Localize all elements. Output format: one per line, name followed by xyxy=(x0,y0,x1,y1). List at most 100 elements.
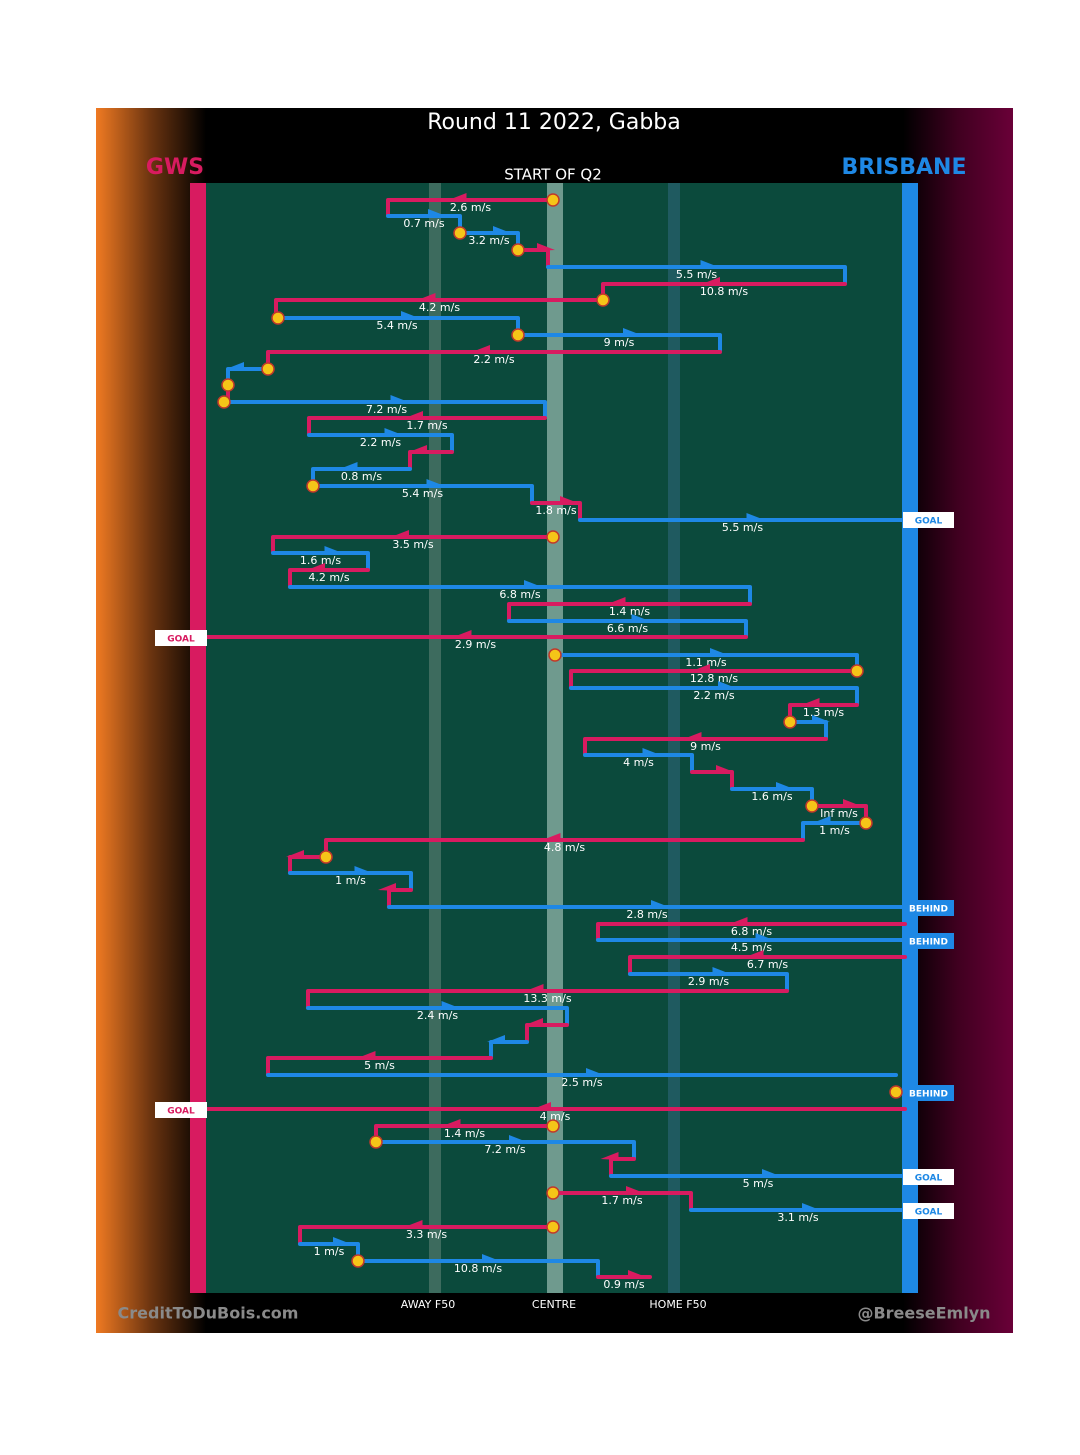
speed-label: 5.4 m/s xyxy=(402,487,443,500)
arrow xyxy=(712,967,731,975)
arrow xyxy=(600,1152,619,1160)
outcome-box xyxy=(155,1102,207,1118)
speed-label: 6.8 m/s xyxy=(499,588,540,601)
arrow xyxy=(683,732,702,740)
possession-dot xyxy=(783,715,797,729)
arrow xyxy=(286,850,304,858)
field-label: CENTRE xyxy=(532,1298,576,1311)
speed-label: 2.2 m/s xyxy=(360,436,401,449)
outcome-box xyxy=(903,900,954,916)
speed-label: 4.5 m/s xyxy=(731,941,772,954)
arrow xyxy=(307,563,325,571)
arrow xyxy=(384,428,403,436)
possession-dot xyxy=(453,226,467,240)
outcome-label: GOAL xyxy=(915,1174,943,1184)
arrow xyxy=(357,1051,376,1059)
speed-label: 1.7 m/s xyxy=(601,1194,642,1207)
speed-label: 7.2 m/s xyxy=(484,1143,525,1156)
arrow xyxy=(339,462,358,470)
arrow xyxy=(324,546,343,554)
left-band xyxy=(96,108,206,1333)
arrow xyxy=(586,1068,604,1076)
speed-label: 5.5 m/s xyxy=(676,268,717,281)
arrow xyxy=(533,1102,551,1110)
speed-label: 4 m/s xyxy=(623,756,654,769)
speed-label: 1 m/s xyxy=(314,1245,345,1258)
speed-label: 3.3 m/s xyxy=(406,1228,447,1241)
outcome-box xyxy=(903,933,954,949)
arrow xyxy=(405,411,423,419)
speed-label: 2.2 m/s xyxy=(693,689,734,702)
arrow xyxy=(746,513,765,521)
speed-label: 1 m/s xyxy=(819,824,850,837)
arrow xyxy=(626,1186,644,1194)
speed-label: 3.5 m/s xyxy=(392,538,433,551)
speed-label: 2.4 m/s xyxy=(417,1009,458,1022)
possession-dot xyxy=(369,1135,383,1149)
possession-dot xyxy=(805,799,819,813)
arrow xyxy=(702,277,720,285)
possession-dot xyxy=(271,311,285,325)
speed-label: 2.8 m/s xyxy=(626,908,667,921)
arrow xyxy=(812,816,831,824)
possession-dot xyxy=(511,328,525,342)
speed-label: 4.2 m/s xyxy=(308,571,349,584)
speed-label: 5 m/s xyxy=(364,1059,395,1072)
arrow xyxy=(812,715,830,723)
arrow xyxy=(755,933,774,941)
arrow xyxy=(482,1254,500,1262)
arrow xyxy=(745,950,764,958)
arrow xyxy=(560,496,578,504)
arrow xyxy=(542,833,561,841)
speed-label: 2.9 m/s xyxy=(688,975,729,988)
outcome-box xyxy=(903,1085,954,1101)
speed-label: 2.9 m/s xyxy=(455,638,496,651)
arrow xyxy=(716,765,734,773)
possession-dot xyxy=(546,1220,560,1234)
arrow xyxy=(710,648,728,656)
arrow xyxy=(378,883,396,891)
speed-label: 1.7 m/s xyxy=(406,419,447,432)
speed-label: 1.1 m/s xyxy=(685,656,726,669)
moves: 2.6 m/s 0.7 m/s 3.2 m/s 5.5 m/s 10.8 m/s 4.2 … xyxy=(155,193,954,1291)
speed-label: 0.9 m/s xyxy=(603,1278,644,1291)
arrow xyxy=(442,1119,461,1127)
speed-label: 4.8 m/s xyxy=(544,841,585,854)
speed-label: 7.2 m/s xyxy=(366,403,407,416)
speed-label: 1.8 m/s xyxy=(535,504,576,517)
arrow xyxy=(417,293,436,301)
speed-label: 1.4 m/s xyxy=(609,605,650,618)
gws-goal-line xyxy=(190,183,206,1293)
possession-dot xyxy=(546,1119,560,1133)
possession-dot xyxy=(546,193,560,207)
home-team: GWS xyxy=(146,155,204,180)
speed-label: 4 m/s xyxy=(540,1110,571,1123)
arrow xyxy=(333,1237,351,1245)
right-band xyxy=(903,108,1013,1333)
away-team: BRISBANE xyxy=(842,155,967,180)
speed-label: 2.6 m/s xyxy=(450,201,491,214)
speed-label: 2.5 m/s xyxy=(561,1076,602,1089)
period: START OF Q2 xyxy=(504,166,602,184)
arrow xyxy=(537,243,555,251)
speed-label: 1.3 m/s xyxy=(803,706,844,719)
arrow xyxy=(404,1220,423,1228)
speed-label: 0.8 m/s xyxy=(341,470,382,483)
title: Round 11 2022, Gabba xyxy=(427,110,681,135)
speed-label: 3.2 m/s xyxy=(468,234,509,247)
possession-dot xyxy=(859,816,873,830)
arrow xyxy=(354,866,373,874)
arrow xyxy=(391,530,409,538)
speed-label: 1.4 m/s xyxy=(444,1127,485,1140)
possession-dot xyxy=(511,243,525,257)
possession-dot xyxy=(889,1085,903,1099)
arrow xyxy=(762,1169,780,1177)
possession-dot xyxy=(261,362,275,376)
brisbane-goal-line xyxy=(902,183,918,1293)
possession-dot xyxy=(306,479,320,493)
arrow xyxy=(729,917,748,925)
speed-label: 13.3 m/s xyxy=(523,992,571,1005)
centre-line xyxy=(547,183,563,1293)
possession-dot xyxy=(548,648,562,662)
